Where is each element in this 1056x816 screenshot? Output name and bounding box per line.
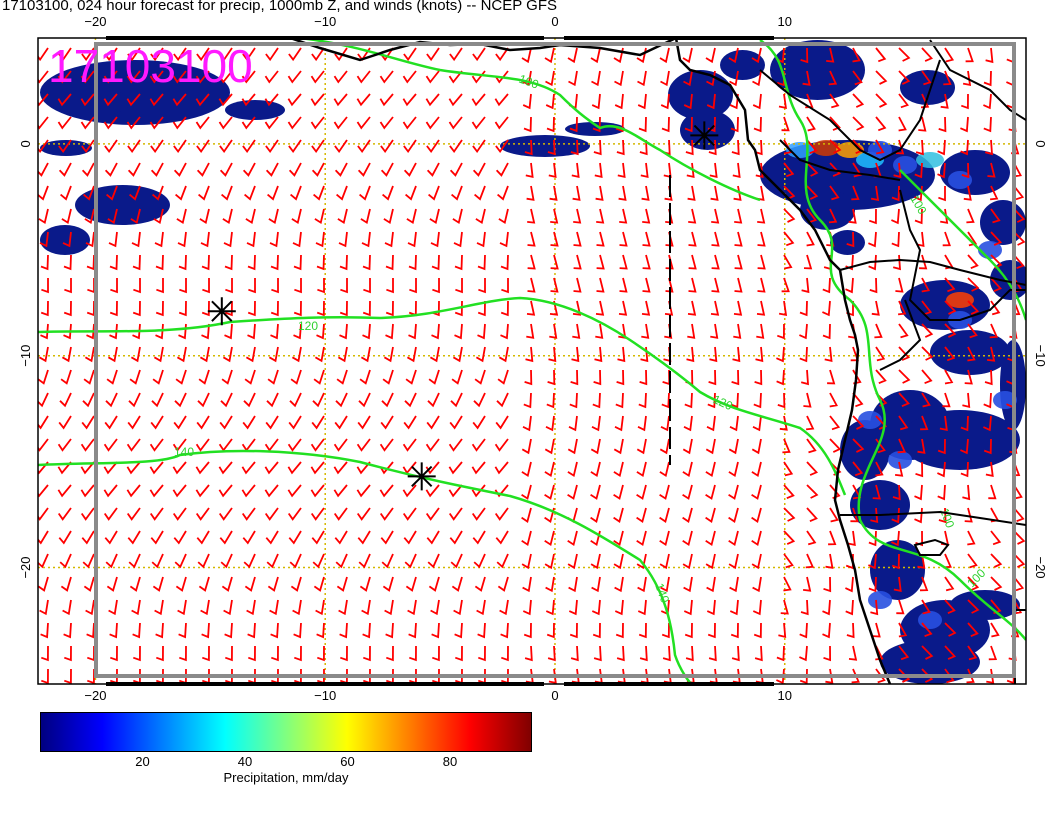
contour-east — [899, 169, 1026, 321]
precip-area — [500, 135, 590, 157]
lon-tick-bottom: −10 — [314, 688, 336, 700]
precip-core — [812, 140, 840, 156]
contour-label: 140 — [174, 445, 194, 459]
border-line — [899, 189, 1026, 321]
precip-core — [868, 141, 892, 159]
colorbar-ticks: 20 40 60 80 — [40, 752, 532, 770]
border-line — [759, 59, 941, 162]
lon-tick-bottom: 0 — [551, 688, 558, 700]
map-canvas: 100 120 120 140 140 100 100 100 −20−20−1… — [18, 14, 1048, 700]
colorbar-tick: 60 — [340, 754, 355, 769]
precip-core — [918, 611, 942, 629]
asterisk-marker — [207, 297, 236, 326]
center-markers — [207, 121, 719, 491]
precip-area — [880, 640, 980, 684]
coastline-africa-west — [674, 38, 892, 684]
lat-tick-left: −10 — [18, 345, 33, 367]
contour-label: 120 — [298, 319, 318, 333]
precip-core — [993, 391, 1017, 409]
contour-coastal — [759, 38, 1026, 641]
colorbar: 20 40 60 80 Precipitation, mm/day — [40, 712, 532, 785]
contour-label: 140 — [652, 581, 672, 605]
lon-tick-top: 10 — [778, 14, 792, 29]
lat-tick-right: −20 — [1033, 556, 1048, 578]
lake-outline — [913, 538, 950, 556]
precip-area — [900, 70, 955, 105]
border-line — [879, 299, 922, 371]
colorbar-tick: 20 — [135, 754, 150, 769]
lon-tick-top: −20 — [84, 14, 106, 29]
precip-area — [870, 540, 925, 600]
contour-100-north — [299, 38, 761, 202]
precip-area — [830, 230, 865, 255]
asterisk-marker — [690, 121, 719, 150]
wind-barbs-layer — [38, 47, 1026, 684]
lon-tick-top: 0 — [551, 14, 558, 29]
contour-label: 100 — [517, 72, 541, 92]
precip-core — [868, 591, 892, 609]
precip-area — [850, 480, 910, 530]
precip-core — [888, 451, 912, 469]
precip-area — [720, 50, 765, 80]
precip-core — [858, 411, 882, 429]
plot-title: 17103100, 024 hour forecast for precip, … — [2, 0, 557, 14]
lon-tick-bottom: 10 — [778, 688, 792, 700]
colorbar-gradient — [40, 712, 532, 752]
precip-core — [893, 156, 917, 174]
precip-area — [950, 590, 1020, 620]
lat-tick-right: −10 — [1033, 345, 1048, 367]
date-stamp: 17103100 — [48, 40, 253, 92]
asterisk-marker — [407, 462, 436, 491]
precip-area — [900, 410, 1020, 470]
colorbar-label: Precipitation, mm/day — [223, 770, 349, 785]
lat-tick-left: 0 — [18, 140, 33, 147]
lat-tick-right: 0 — [1033, 140, 1048, 147]
border-line — [779, 139, 901, 181]
lon-tick-bottom: −20 — [84, 688, 106, 700]
colorbar-tick: 80 — [442, 754, 458, 769]
lon-tick-top: −10 — [314, 14, 336, 29]
geopotential-contours — [38, 38, 1026, 684]
precip-area — [40, 225, 90, 255]
border-line — [839, 258, 1026, 286]
precip-area — [680, 110, 735, 150]
precip-area — [225, 100, 285, 120]
lat-tick-left: −20 — [18, 556, 33, 578]
precip-core — [916, 152, 944, 168]
precip-core — [946, 292, 974, 308]
border-line — [840, 510, 1026, 526]
precip-area — [75, 185, 170, 225]
contour-140 — [38, 449, 693, 684]
wind-barb — [38, 47, 1026, 684]
colorbar-tick: 40 — [237, 754, 253, 769]
precip-area — [940, 150, 1010, 195]
contour-120 — [38, 296, 847, 496]
precip-area — [770, 40, 865, 100]
